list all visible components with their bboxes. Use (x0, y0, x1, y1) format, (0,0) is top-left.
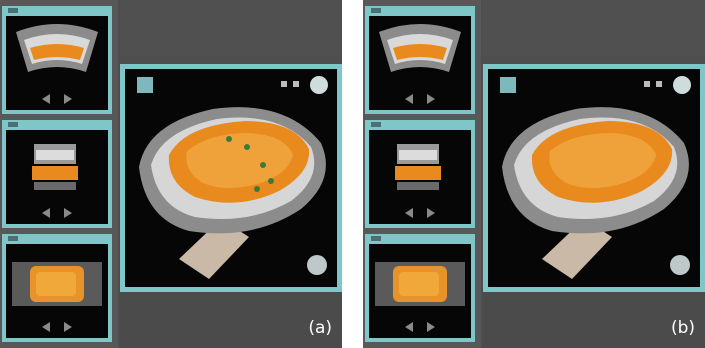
next-slice-icon[interactable] (64, 322, 72, 332)
next-slice-icon[interactable] (427, 322, 435, 332)
3d-volume-icon (137, 77, 153, 93)
prev-slice-icon[interactable] (42, 208, 50, 218)
panel-label: (b) (670, 318, 695, 338)
3d-render (500, 76, 691, 279)
coronal-image (12, 262, 102, 306)
slice-image (395, 144, 441, 190)
panel-label: (a) (308, 318, 332, 338)
top-bar (483, 0, 705, 56)
thumbnail-view-coronal[interactable] (365, 234, 475, 342)
prev-slice-icon[interactable] (42, 94, 50, 104)
orientation-cube-icon (673, 76, 691, 94)
main-3d-view[interactable] (120, 64, 342, 292)
bottom-area (120, 292, 342, 348)
coronal-image (375, 262, 465, 306)
next-slice-icon[interactable] (427, 94, 435, 104)
next-slice-icon[interactable] (64, 94, 72, 104)
screenshot-panel-a: (a) (0, 0, 342, 348)
thumbnail-view-coronal[interactable] (2, 234, 112, 342)
thumbnail-column (363, 0, 481, 348)
main-3d-view[interactable] (483, 64, 705, 292)
prev-slice-icon[interactable] (405, 208, 413, 218)
prev-slice-icon[interactable] (42, 322, 50, 332)
thumbnail-view-axial[interactable] (365, 6, 475, 114)
thumbnail-view-sagittal[interactable] (2, 120, 112, 228)
prev-slice-icon[interactable] (405, 322, 413, 332)
slice-image (32, 144, 78, 190)
top-bar (120, 0, 342, 56)
ultrasound-fan-image (379, 24, 461, 72)
next-slice-icon[interactable] (427, 208, 435, 218)
thumbnail-view-axial[interactable] (2, 6, 112, 114)
thumbnail-column (0, 0, 118, 348)
prev-slice-icon[interactable] (405, 94, 413, 104)
orientation-cube-icon (310, 76, 328, 94)
next-slice-icon[interactable] (64, 208, 72, 218)
3d-volume-icon (500, 77, 516, 93)
3d-render (137, 76, 328, 279)
thumbnail-view-sagittal[interactable] (365, 120, 475, 228)
bottom-area (483, 292, 705, 348)
ultrasound-fan-image (16, 24, 98, 72)
screenshot-panel-b: (b) (363, 0, 705, 348)
